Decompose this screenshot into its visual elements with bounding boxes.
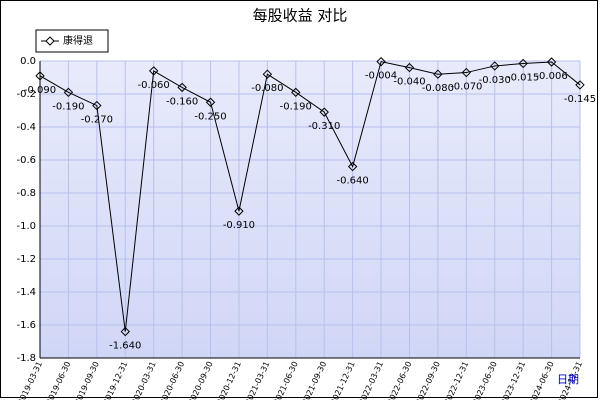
data-label: -0.270 xyxy=(81,115,113,126)
y-tick-label: -0.8 xyxy=(16,188,36,199)
point-marker xyxy=(262,69,273,79)
data-label: -1.640 xyxy=(109,341,141,352)
y-tick-label: 0.0 xyxy=(20,56,36,67)
y-tick-label: -1.2 xyxy=(16,254,36,265)
data-label: -0.060 xyxy=(138,80,170,91)
legend-label: 康得退 xyxy=(63,34,93,47)
y-tick-label: -1.6 xyxy=(16,320,36,331)
point-marker xyxy=(546,57,557,67)
legend: 康得退 xyxy=(35,29,109,53)
y-tick-label: -1.8 xyxy=(16,353,36,364)
point-marker xyxy=(92,100,102,111)
data-label: -0.190 xyxy=(52,101,84,112)
y-tick-label: -1.4 xyxy=(16,287,36,298)
data-label: -0.080 xyxy=(422,83,454,94)
point-marker xyxy=(63,87,74,98)
legend-box xyxy=(35,29,109,53)
x-axis-label: 日期 xyxy=(557,373,579,386)
data-label: -0.160 xyxy=(166,96,198,107)
data-label: -0.090 xyxy=(24,85,56,96)
point-marker xyxy=(490,61,500,71)
point-marker xyxy=(177,82,187,93)
data-label: -0.190 xyxy=(280,101,312,112)
chart-title: 每股收益 对比 xyxy=(253,7,348,25)
data-label: -0.015 xyxy=(507,72,539,83)
y-tick-label: -0.2 xyxy=(16,89,36,100)
data-label: -0.310 xyxy=(308,121,340,132)
point-marker xyxy=(376,56,386,67)
point-marker xyxy=(205,97,216,107)
y-tick-label: -0.4 xyxy=(16,122,36,133)
point-marker xyxy=(319,107,329,117)
point-marker xyxy=(575,80,585,90)
legend-marker xyxy=(45,36,55,46)
data-label: -0.145 xyxy=(564,94,596,105)
plot-area xyxy=(40,61,580,358)
data-label: -0.030 xyxy=(479,75,511,86)
data-label: -0.250 xyxy=(194,111,226,122)
point-marker xyxy=(291,87,301,98)
series-line xyxy=(39,61,581,332)
point-marker xyxy=(148,66,159,76)
data-label: -0.640 xyxy=(337,176,369,187)
data-label: -0.004 xyxy=(365,71,397,82)
y-tick-label: -1.0 xyxy=(16,221,36,232)
point-marker xyxy=(433,69,443,79)
point-marker xyxy=(404,62,415,73)
data-label: -0.006 xyxy=(535,71,567,82)
point-marker xyxy=(35,71,45,81)
data-label: -0.080 xyxy=(251,83,283,94)
y-tick-label: -0.6 xyxy=(16,155,36,166)
data-label: -0.070 xyxy=(450,82,482,93)
point-marker xyxy=(234,206,244,216)
point-marker xyxy=(461,67,472,78)
point-marker xyxy=(518,58,528,69)
point-marker xyxy=(120,326,130,337)
point-marker xyxy=(347,161,358,172)
data-label: -0.040 xyxy=(393,77,425,88)
data-label: -0.910 xyxy=(223,220,255,231)
